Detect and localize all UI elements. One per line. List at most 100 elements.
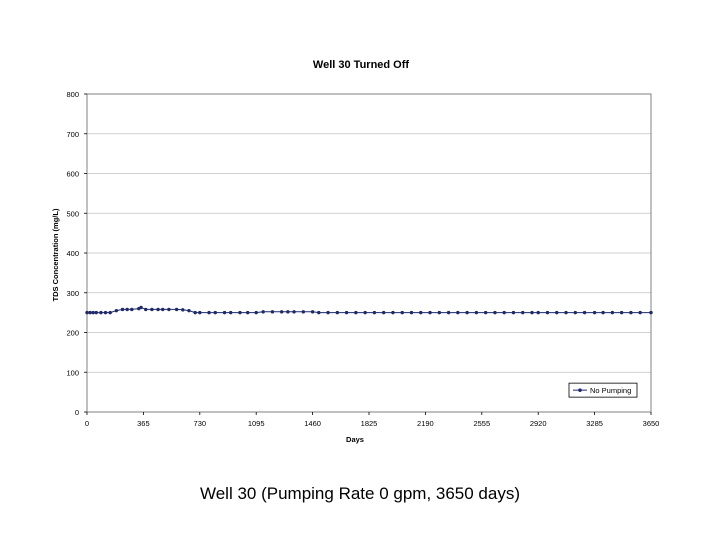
data-point bbox=[125, 307, 129, 312]
data-point bbox=[601, 310, 605, 315]
x-tick-label-2190: 2190 bbox=[417, 419, 434, 428]
x-tick-label-1825: 1825 bbox=[361, 419, 378, 428]
data-point bbox=[246, 310, 250, 315]
x-tick-label-2555: 2555 bbox=[473, 419, 490, 428]
data-point bbox=[301, 310, 306, 314]
data-point bbox=[409, 310, 414, 315]
data-point bbox=[619, 310, 624, 315]
data-point bbox=[193, 310, 197, 315]
data-point bbox=[326, 310, 330, 315]
x-tick-label-2920: 2920 bbox=[530, 419, 547, 428]
data-point bbox=[156, 307, 160, 312]
x-axis-label: Days bbox=[346, 435, 364, 444]
data-point bbox=[564, 310, 568, 315]
data-point bbox=[372, 310, 377, 315]
y-tick-label-200: 200 bbox=[66, 329, 79, 338]
data-point bbox=[279, 310, 284, 314]
x-tick-label-0: 0 bbox=[85, 419, 89, 428]
data-point bbox=[582, 310, 587, 315]
data-point bbox=[344, 310, 349, 315]
data-point bbox=[428, 310, 432, 315]
data-point bbox=[130, 307, 134, 312]
y-tick-label-500: 500 bbox=[66, 209, 79, 218]
data-point bbox=[354, 310, 358, 315]
legend-label: No Pumping bbox=[590, 386, 631, 395]
data-point bbox=[139, 305, 143, 310]
legend-box bbox=[568, 382, 638, 398]
x-tick-label-1460: 1460 bbox=[304, 419, 321, 428]
data-point bbox=[174, 307, 179, 312]
data-point bbox=[493, 310, 497, 315]
data-point bbox=[521, 310, 525, 315]
y-tick-label-300: 300 bbox=[66, 289, 79, 298]
data-point bbox=[649, 310, 653, 315]
data-point bbox=[286, 310, 290, 314]
data-point bbox=[511, 310, 516, 315]
data-point bbox=[187, 308, 191, 313]
x-tick-label-1095: 1095 bbox=[248, 419, 265, 428]
data-point bbox=[150, 307, 154, 312]
grid-lines bbox=[87, 93, 651, 373]
data-point bbox=[114, 308, 119, 313]
x-tick-label-365: 365 bbox=[137, 419, 150, 428]
y-axis-label: TDS Concentration (mg/L) bbox=[51, 208, 60, 301]
data-point bbox=[222, 310, 227, 315]
data-point bbox=[391, 310, 395, 315]
legend-marker-swatch bbox=[578, 388, 582, 392]
series-markers bbox=[85, 305, 653, 315]
data-point bbox=[530, 310, 534, 315]
data-point bbox=[419, 310, 423, 315]
data-point bbox=[85, 310, 89, 315]
data-point bbox=[238, 310, 242, 315]
y-tick-label-600: 600 bbox=[66, 170, 79, 179]
data-point bbox=[483, 310, 488, 315]
data-point bbox=[545, 310, 550, 315]
data-point bbox=[99, 310, 103, 315]
data-point bbox=[270, 310, 275, 314]
data-point bbox=[474, 310, 479, 315]
y-tick-label-400: 400 bbox=[66, 249, 79, 258]
data-point bbox=[229, 310, 233, 315]
y-tick-label-0: 0 bbox=[75, 408, 79, 417]
data-point bbox=[167, 307, 171, 312]
data-point bbox=[254, 310, 258, 315]
data-point bbox=[292, 310, 296, 314]
data-point bbox=[310, 310, 315, 314]
y-tick-label-800: 800 bbox=[66, 90, 79, 99]
data-point bbox=[144, 307, 148, 312]
y-tick-label-100: 100 bbox=[66, 368, 79, 377]
data-point bbox=[573, 310, 577, 315]
data-point bbox=[446, 310, 451, 315]
x-tick-labels: 0 365 730 1095 1460 1825 2190 2555 2920 3285 3650 bbox=[85, 412, 659, 428]
data-point bbox=[536, 310, 540, 315]
data-point bbox=[207, 310, 211, 315]
data-point bbox=[555, 310, 559, 315]
data-point bbox=[592, 310, 597, 315]
chart-svg: Well 30 Turned Off 0 100 200 300 400 500 600 70… bbox=[51, 59, 659, 444]
data-point bbox=[502, 310, 506, 315]
data-point bbox=[103, 310, 108, 315]
data-point bbox=[261, 310, 265, 314]
data-point bbox=[456, 310, 460, 315]
data-point bbox=[88, 310, 92, 315]
y-tick-label-700: 700 bbox=[66, 130, 79, 139]
x-tick-label-3285: 3285 bbox=[586, 419, 603, 428]
data-point bbox=[400, 310, 404, 315]
x-tick-label-730: 730 bbox=[194, 419, 207, 428]
y-tick-labels: 0 100 200 300 400 500 600 700 800 bbox=[66, 90, 87, 417]
data-point bbox=[629, 310, 633, 315]
legend: No Pumping bbox=[568, 382, 638, 398]
data-point bbox=[465, 310, 469, 315]
x-tick-label-3650: 3650 bbox=[643, 419, 660, 428]
data-point bbox=[161, 307, 165, 312]
data-point bbox=[363, 310, 367, 315]
data-point bbox=[638, 310, 642, 315]
data-point bbox=[91, 310, 95, 315]
data-point bbox=[335, 310, 340, 315]
data-point bbox=[610, 310, 615, 315]
data-point bbox=[94, 310, 98, 315]
data-point bbox=[108, 310, 112, 315]
data-point bbox=[437, 310, 442, 315]
data-point bbox=[181, 308, 185, 312]
data-point bbox=[381, 310, 386, 315]
